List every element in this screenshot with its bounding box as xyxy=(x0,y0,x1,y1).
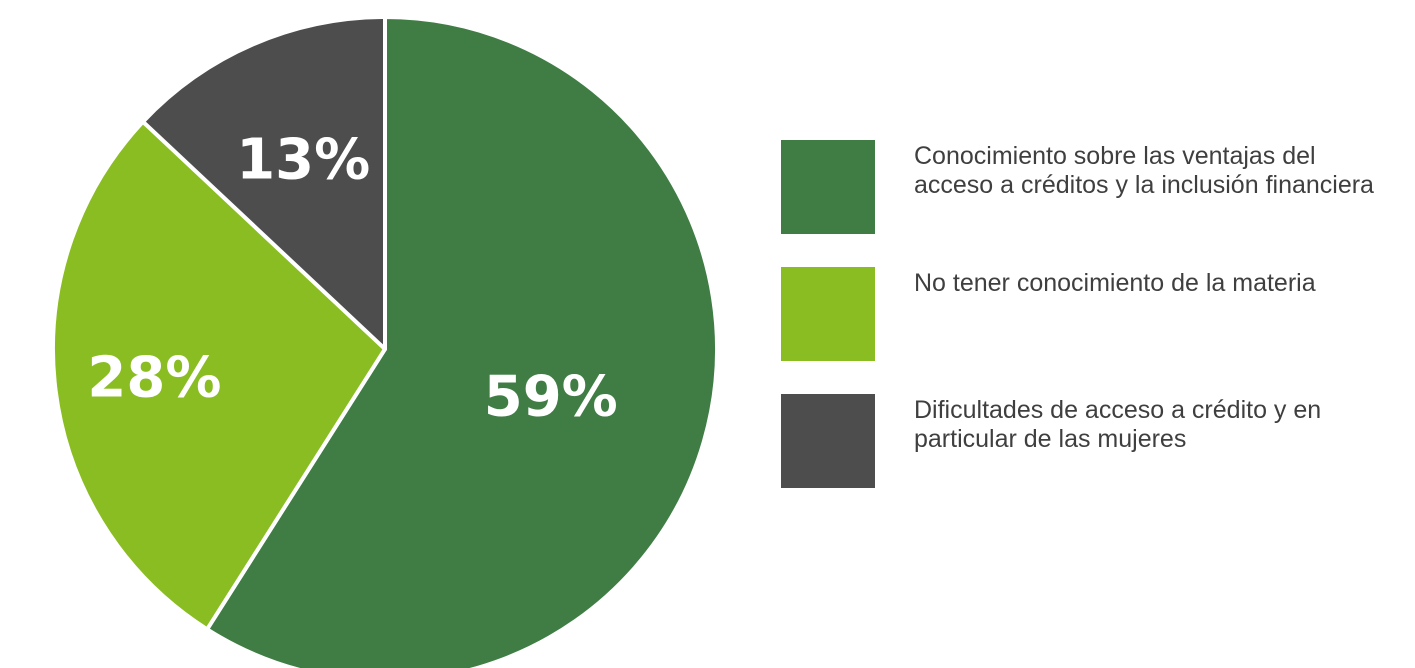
legend-item-no-conocimiento: No tener conocimiento de la materia xyxy=(781,267,1401,361)
legend: Conocimiento sobre las ventajas del acce… xyxy=(781,140,1401,521)
pie-chart: 59% 28% 13% xyxy=(51,15,719,668)
legend-item-dificultades: Dificultades de acceso a crédito y en pa… xyxy=(781,394,1401,488)
slice-conocimiento xyxy=(205,15,719,668)
legend-label-no-conocimiento: No tener conocimiento de la materia xyxy=(914,269,1316,297)
legend-item-conocimiento: Conocimiento sobre las ventajas del acce… xyxy=(781,140,1401,234)
legend-swatch-no-conocimiento xyxy=(781,267,875,361)
data-label-59: 59% xyxy=(484,365,618,430)
data-label-13: 13% xyxy=(236,128,370,193)
legend-swatch-conocimiento xyxy=(781,140,875,234)
slice-no-conocimiento xyxy=(51,119,387,632)
legend-label-conocimiento: Conocimiento sobre las ventajas del acce… xyxy=(914,142,1374,199)
legend-swatch-dificultades xyxy=(781,394,875,488)
data-label-28: 28% xyxy=(87,346,221,411)
legend-label-dificultades: Dificultades de acceso a crédito y en pa… xyxy=(914,396,1322,453)
slice-dificultades xyxy=(140,15,387,351)
